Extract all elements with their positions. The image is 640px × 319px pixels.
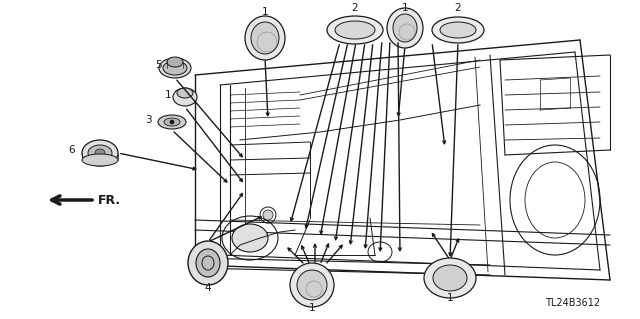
- Text: TL24B3612: TL24B3612: [545, 298, 600, 308]
- Ellipse shape: [167, 57, 183, 67]
- Text: 1: 1: [447, 293, 453, 303]
- Ellipse shape: [163, 61, 187, 75]
- Ellipse shape: [440, 22, 476, 38]
- Ellipse shape: [424, 258, 476, 298]
- Ellipse shape: [82, 154, 118, 166]
- Text: 4: 4: [205, 283, 211, 293]
- Text: FR.: FR.: [98, 194, 121, 206]
- Text: 2: 2: [454, 3, 461, 13]
- Ellipse shape: [170, 120, 174, 124]
- Ellipse shape: [173, 88, 197, 106]
- Ellipse shape: [82, 140, 118, 166]
- Ellipse shape: [177, 88, 193, 98]
- Ellipse shape: [432, 17, 484, 43]
- Ellipse shape: [196, 249, 220, 277]
- Text: 1: 1: [308, 303, 316, 313]
- Ellipse shape: [335, 21, 375, 39]
- Ellipse shape: [393, 14, 417, 42]
- Text: 1: 1: [262, 7, 268, 17]
- Text: 1: 1: [402, 3, 408, 13]
- Ellipse shape: [251, 22, 279, 54]
- Text: 3: 3: [145, 115, 151, 125]
- Ellipse shape: [88, 145, 112, 161]
- Ellipse shape: [232, 224, 268, 252]
- Ellipse shape: [290, 263, 334, 307]
- Text: 1: 1: [164, 90, 172, 100]
- Ellipse shape: [433, 265, 467, 291]
- Ellipse shape: [158, 115, 186, 129]
- Ellipse shape: [188, 241, 228, 285]
- Ellipse shape: [297, 270, 327, 300]
- Text: 6: 6: [68, 145, 76, 155]
- Ellipse shape: [245, 16, 285, 60]
- Text: 5: 5: [156, 60, 163, 70]
- Ellipse shape: [387, 8, 423, 48]
- Text: 2: 2: [352, 3, 358, 13]
- Ellipse shape: [263, 210, 273, 220]
- Ellipse shape: [327, 16, 383, 44]
- Ellipse shape: [159, 58, 191, 78]
- Ellipse shape: [164, 118, 180, 126]
- Ellipse shape: [95, 149, 105, 157]
